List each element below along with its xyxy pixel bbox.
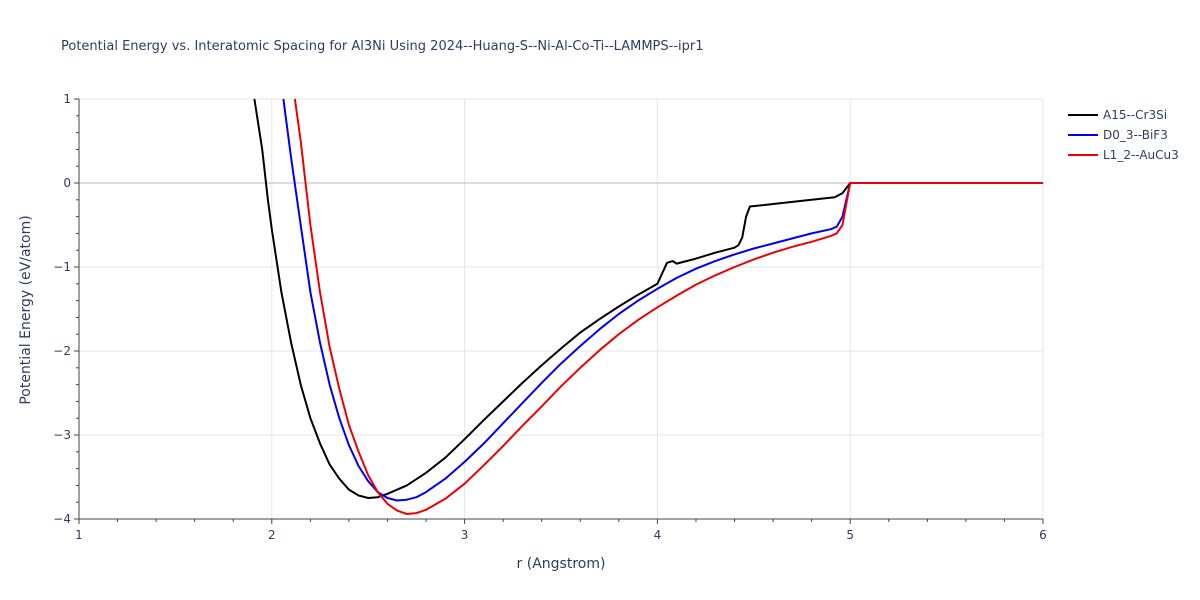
y-tick-label: −4 [53,512,71,526]
legend-label: L1_2--AuCu3 [1103,148,1179,162]
y-tick-label: −3 [53,428,71,442]
y-tick-label: 0 [63,176,71,190]
x-tick-label: 1 [75,528,83,542]
chart-title: Potential Energy vs. Interatomic Spacing… [61,39,704,54]
x-tick-label: 6 [1039,528,1047,542]
plot-area [253,98,1043,515]
legend: A15--Cr3Si D0_3--BiF3 L1_2--AuCu3 [1068,108,1179,162]
x-tick-label: 3 [461,528,469,542]
series-line-3 [293,98,1043,515]
y-tick-label: 1 [63,92,71,106]
x-tick-label: 4 [654,528,662,542]
series-line-2 [282,98,1043,502]
x-tick-label: 2 [268,528,276,542]
x-tick-label: 5 [846,528,854,542]
grid-lines [78,98,1044,520]
x-axis-label: r (Angstrom) [517,556,606,572]
axes [74,98,1044,524]
legend-label: D0_3--BiF3 [1103,128,1168,142]
y-axis-label: Potential Energy (eV/atom) [18,215,34,404]
y-tick-label: −2 [53,344,71,358]
legend-label: A15--Cr3Si [1103,108,1167,122]
tick-labels: 1 2 3 4 5 6 1 0 −1 −2 −3 −4 [53,92,1047,542]
series-line-1 [253,98,1043,499]
y-tick-label: −1 [53,260,71,274]
